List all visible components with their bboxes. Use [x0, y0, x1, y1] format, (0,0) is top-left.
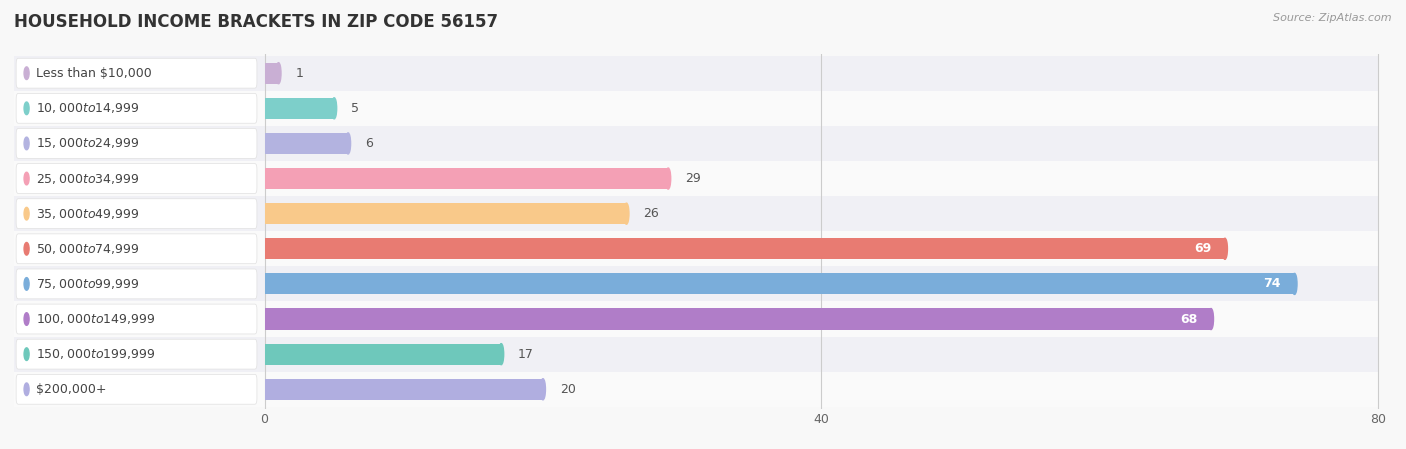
FancyBboxPatch shape	[15, 374, 257, 404]
Text: 6: 6	[364, 137, 373, 150]
Circle shape	[24, 277, 30, 290]
FancyBboxPatch shape	[15, 199, 257, 229]
Circle shape	[24, 67, 30, 79]
Bar	[14, 266, 1378, 301]
Text: $150,000 to $199,999: $150,000 to $199,999	[37, 347, 156, 361]
Bar	[264, 343, 501, 365]
Ellipse shape	[540, 379, 546, 400]
Circle shape	[24, 207, 30, 220]
Circle shape	[24, 242, 30, 255]
Text: 68: 68	[1180, 313, 1197, 326]
Text: Less than $10,000: Less than $10,000	[37, 67, 152, 79]
Bar	[264, 133, 349, 154]
Bar	[264, 238, 1225, 260]
Bar	[264, 168, 668, 189]
Bar	[14, 91, 1378, 126]
Bar	[14, 126, 1378, 161]
Bar	[14, 372, 1378, 407]
Text: 74: 74	[1263, 277, 1281, 291]
Circle shape	[24, 102, 30, 114]
Circle shape	[24, 137, 30, 150]
Ellipse shape	[624, 203, 628, 224]
Bar	[14, 196, 1378, 231]
Text: HOUSEHOLD INCOME BRACKETS IN ZIP CODE 56157: HOUSEHOLD INCOME BRACKETS IN ZIP CODE 56…	[14, 13, 498, 31]
Text: $200,000+: $200,000+	[37, 383, 107, 396]
FancyBboxPatch shape	[15, 339, 257, 369]
FancyBboxPatch shape	[15, 163, 257, 194]
Bar	[264, 273, 1295, 295]
Text: 17: 17	[517, 348, 534, 361]
FancyBboxPatch shape	[15, 58, 257, 88]
Bar	[264, 98, 335, 119]
Bar	[14, 56, 1378, 91]
Text: $50,000 to $74,999: $50,000 to $74,999	[37, 242, 139, 256]
Text: $15,000 to $24,999: $15,000 to $24,999	[37, 136, 139, 150]
Ellipse shape	[499, 343, 503, 365]
Ellipse shape	[276, 63, 281, 84]
FancyBboxPatch shape	[15, 304, 257, 334]
Bar	[14, 337, 1378, 372]
Text: $35,000 to $49,999: $35,000 to $49,999	[37, 207, 139, 220]
Bar	[14, 231, 1378, 266]
Text: $75,000 to $99,999: $75,000 to $99,999	[37, 277, 139, 291]
Text: 5: 5	[352, 102, 359, 115]
Text: $25,000 to $34,999: $25,000 to $34,999	[37, 172, 139, 185]
FancyBboxPatch shape	[15, 93, 257, 123]
Ellipse shape	[665, 168, 671, 189]
Bar	[264, 379, 543, 400]
Text: $10,000 to $14,999: $10,000 to $14,999	[37, 101, 139, 115]
Ellipse shape	[1209, 308, 1213, 330]
Text: 29: 29	[685, 172, 700, 185]
Ellipse shape	[346, 133, 350, 154]
Circle shape	[24, 383, 30, 396]
Bar	[264, 203, 627, 224]
Text: 26: 26	[643, 207, 659, 220]
Bar	[264, 308, 1211, 330]
Circle shape	[24, 172, 30, 185]
Ellipse shape	[332, 98, 336, 119]
Ellipse shape	[1222, 238, 1227, 260]
Text: Source: ZipAtlas.com: Source: ZipAtlas.com	[1274, 13, 1392, 23]
Text: 69: 69	[1194, 242, 1211, 255]
Bar	[14, 161, 1378, 196]
Bar	[14, 301, 1378, 337]
Circle shape	[24, 348, 30, 361]
Text: $100,000 to $149,999: $100,000 to $149,999	[37, 312, 156, 326]
Circle shape	[24, 313, 30, 326]
Text: 1: 1	[295, 67, 304, 79]
FancyBboxPatch shape	[15, 234, 257, 264]
Ellipse shape	[1292, 273, 1296, 295]
Bar	[264, 63, 278, 84]
FancyBboxPatch shape	[15, 128, 257, 158]
Text: 20: 20	[560, 383, 575, 396]
FancyBboxPatch shape	[15, 269, 257, 299]
